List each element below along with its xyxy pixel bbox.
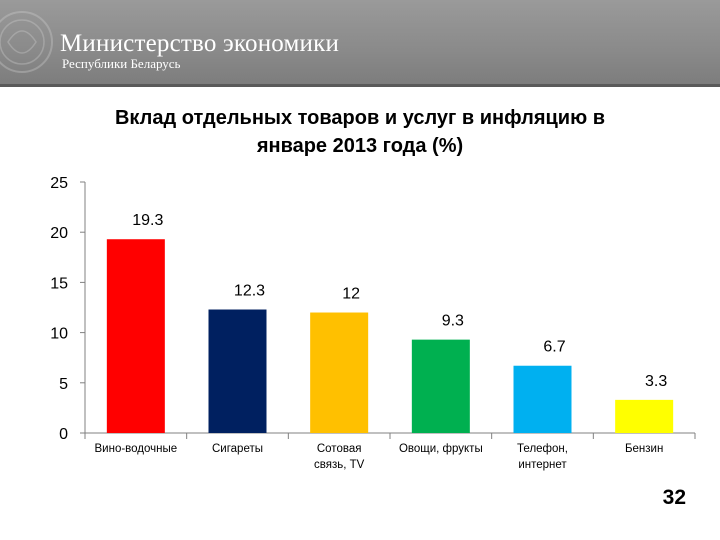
x-tick-label: интернет	[518, 459, 567, 471]
x-tick-label: Бензин	[625, 443, 663, 455]
chart-title-line-1: Вклад отдельных товаров и услуг в инфляц…	[114, 107, 606, 129]
bar	[106, 239, 165, 433]
x-tick-label: Сотовая	[317, 443, 362, 455]
x-tick-label: Вино-водочные	[95, 443, 178, 455]
bar	[310, 312, 369, 433]
y-tick-label: 5	[59, 376, 68, 393]
y-tick-label: 10	[50, 326, 68, 343]
y-tick-label: 20	[50, 225, 68, 242]
header-banner: Министерство экономики Республики Белару…	[0, 0, 720, 84]
x-tick-label: Овощи, фрукты	[399, 443, 483, 455]
data-label: 9.3	[442, 313, 464, 330]
banner-divider	[0, 84, 720, 87]
data-label: 12.3	[234, 283, 265, 300]
data-label: 3.3	[645, 373, 667, 390]
emblem-icon	[0, 11, 53, 73]
bar	[208, 309, 267, 433]
bar	[615, 399, 674, 433]
chart-title: Вклад отдельных товаров и услуг в инфляц…	[40, 104, 680, 160]
page-number: 32	[662, 486, 686, 509]
x-tick-label: Телефон,	[517, 443, 568, 455]
x-tick-label: Сигареты	[212, 443, 263, 455]
data-label: 12	[342, 286, 360, 303]
ministry-subtitle: Республики Беларусь	[62, 56, 181, 71]
data-label: 19.3	[132, 212, 163, 229]
bar	[513, 365, 572, 433]
chart-title-line-2: январе 2013 года (%)	[256, 135, 464, 157]
ministry-title: Министерство экономики	[60, 30, 340, 57]
data-label: 6.7	[543, 339, 565, 356]
bar	[411, 339, 470, 433]
y-tick-label: 25	[50, 175, 68, 192]
y-tick-label: 15	[50, 275, 68, 292]
x-tick-label: связь, TV	[314, 459, 365, 471]
y-tick-label: 0	[59, 426, 68, 443]
